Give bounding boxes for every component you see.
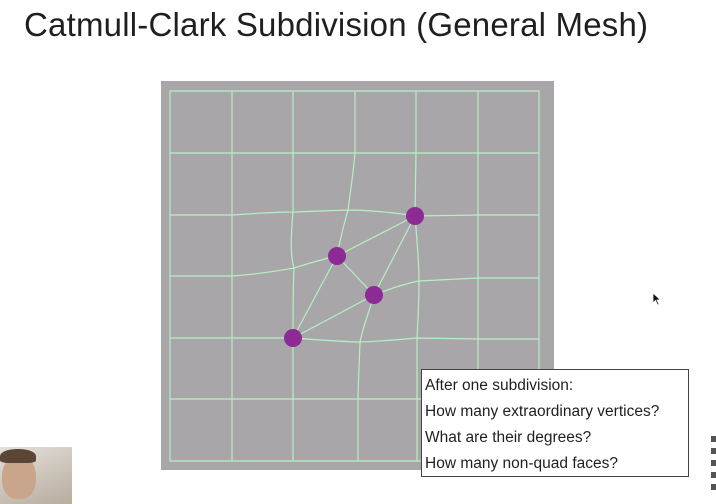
question-callout: After one subdivision: How many extraord… — [421, 369, 689, 477]
extraordinary-vertex — [328, 247, 346, 265]
callout-line: How many extraordinary vertices? — [425, 403, 660, 420]
mesh-column-line — [290, 91, 295, 461]
mesh-column-line — [336, 91, 356, 257]
mesh-diagonal-edge — [292, 215, 416, 339]
extraordinary-vertex — [284, 329, 302, 347]
mesh-column-line — [357, 294, 375, 461]
extraordinary-vertices — [284, 207, 424, 347]
extraordinary-vertex — [365, 286, 383, 304]
webcam-thumbnail — [0, 447, 72, 504]
extraordinary-vertex — [406, 207, 424, 225]
edge-marks — [711, 436, 716, 496]
mesh-row-line — [170, 209, 539, 217]
slide-title: Catmull-Clark Subdivision (General Mesh) — [24, 6, 649, 43]
callout-line: How many non-quad faces? — [425, 455, 619, 472]
callout-line: After one subdivision: — [425, 377, 574, 394]
callout-line: What are their degrees? — [425, 429, 592, 446]
presenter-hair — [0, 449, 36, 463]
mouse-pointer-icon — [652, 292, 662, 306]
